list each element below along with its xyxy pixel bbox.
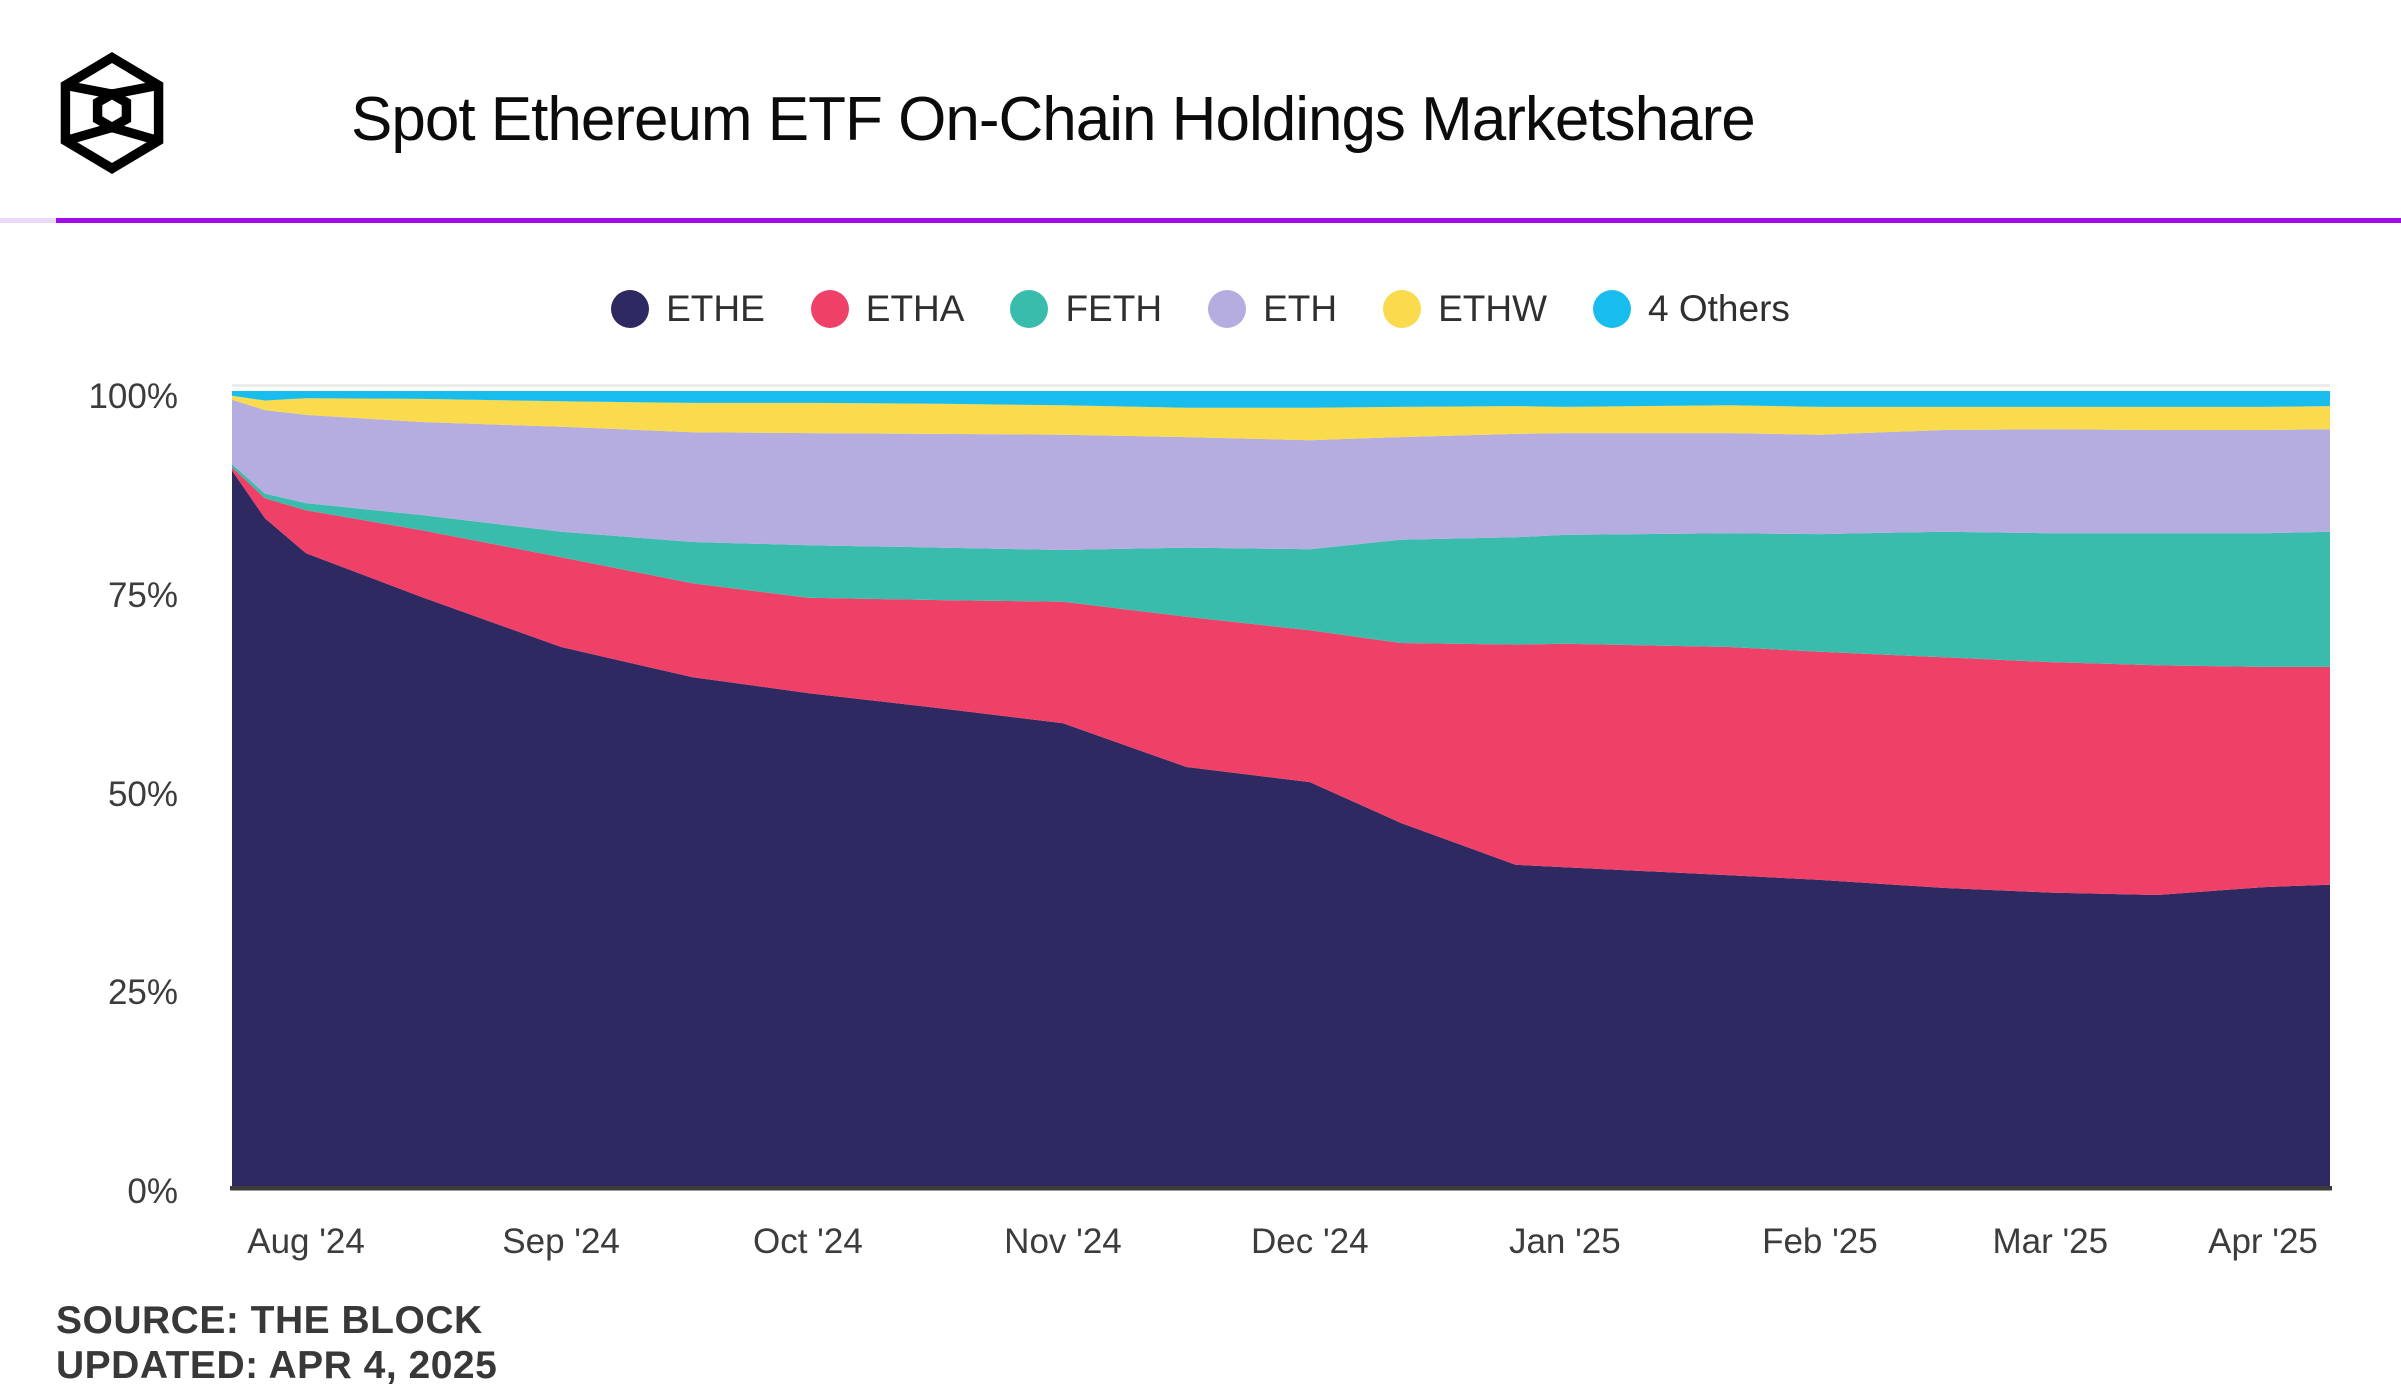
legend-dot-icon (810, 290, 849, 328)
page-title: Spot Ethereum ETF On-Chain Holdings Mark… (351, 85, 1756, 154)
area-ethw (232, 395, 2330, 441)
y-tick-label-100: 100% (88, 377, 178, 416)
legend-dot-icon (1010, 290, 1049, 328)
area-feth (232, 464, 2330, 667)
legend-label: ETHA (865, 288, 965, 329)
legend-dot-icon (611, 290, 650, 328)
area-ethe (232, 470, 2330, 1186)
area-etha (232, 467, 2330, 895)
legend-item-4-others[interactable]: 4 Others (1593, 288, 1790, 330)
legend-item-eth[interactable]: ETH (1208, 288, 1337, 330)
legend-label: ETH (1263, 288, 1338, 329)
y-tick-label-50: 50% (107, 774, 178, 814)
x-tick-label-sep24: Sep '24 (502, 1222, 620, 1261)
gridline-100pct (232, 384, 2330, 387)
legend-item-ethe[interactable]: ETHE (611, 288, 765, 330)
x-axis-line (230, 1186, 2332, 1191)
the-block-logo-icon (60, 52, 164, 174)
legend-dot-icon (1593, 290, 1631, 328)
x-tick-label-jan25: Jan '25 (1508, 1222, 1621, 1261)
x-tick-label-mar25: Mar '25 (1992, 1222, 2109, 1261)
x-tick-label-apr25: Apr '25 (2208, 1222, 2318, 1261)
legend-label: ETHE (666, 288, 765, 329)
y-tick-label-25: 25% (107, 973, 178, 1013)
accent-divider-tint (0, 218, 56, 223)
y-tick-label-75: 75% (107, 575, 178, 615)
y-tick-label-0: 0% (127, 1172, 178, 1211)
accent-divider (0, 218, 2401, 223)
area-eth (232, 399, 2330, 550)
source-text: SOURCE: THE BLOCK (56, 1299, 483, 1342)
legend-dot-icon (1383, 290, 1422, 328)
legend-item-feth[interactable]: FETH (1010, 288, 1162, 330)
legend-item-ethw[interactable]: ETHW (1383, 288, 1547, 330)
updated-text: UPDATED: APR 4, 2025 (56, 1344, 498, 1387)
legend-dot-icon (1208, 290, 1247, 328)
x-tick-label-nov24: Nov '24 (1004, 1222, 1122, 1261)
area-4-others (232, 391, 2330, 408)
x-tick-label-aug24: Aug '24 (247, 1222, 365, 1261)
x-tick-label-oct24: Oct '24 (753, 1222, 863, 1261)
legend-label: ETHW (1438, 288, 1547, 329)
chart-footer: SOURCE: THE BLOCK UPDATED: APR 4, 2025 (56, 1298, 497, 1388)
legend-label: 4 Others (1648, 288, 1790, 329)
x-tick-label-dec24: Dec '24 (1250, 1222, 1369, 1261)
legend-label: FETH (1065, 288, 1163, 329)
legend-item-etha[interactable]: ETHA (810, 288, 965, 330)
chart-legend: ETHE ETHA FETH ETH ETHW 4 Others (0, 288, 2401, 330)
x-tick-label-feb25: Feb '25 (1762, 1222, 1878, 1261)
